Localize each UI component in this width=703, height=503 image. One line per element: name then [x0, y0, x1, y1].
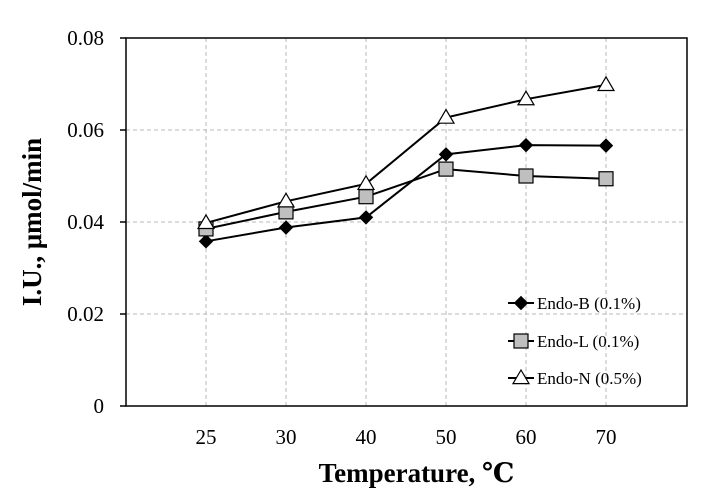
y-tick-label: 0.02	[67, 302, 104, 326]
legend-label: Endo-B (0.1%)	[537, 294, 641, 313]
axis-ticks: 0 0.02 0.04 0.06 0.08 25 30 40 50 60 70	[67, 26, 616, 449]
data-point	[278, 220, 294, 235]
series-line	[205, 168, 607, 230]
x-tick-label: 60	[516, 425, 537, 449]
legend-marker	[513, 333, 529, 349]
series-group	[196, 75, 616, 249]
series-line	[205, 144, 607, 243]
x-tick-label: 30	[276, 425, 297, 449]
x-axis-title: Temperature, ℃	[319, 458, 515, 488]
y-axis-title: I.U., μmol/min	[17, 138, 47, 306]
data-point	[358, 210, 374, 225]
data-point	[518, 168, 534, 184]
series-triangle	[196, 75, 616, 230]
series-square	[198, 161, 614, 237]
legend-item: Endo-L (0.1%)	[508, 332, 639, 351]
data-point	[198, 234, 214, 249]
data-point	[438, 161, 454, 177]
legend-label: Endo-N (0.5%)	[537, 369, 642, 388]
x-tick-label: 25	[196, 425, 217, 449]
legend-marker	[511, 368, 531, 385]
data-point	[276, 192, 296, 208]
y-tick-label: 0.08	[67, 26, 104, 50]
data-point	[596, 75, 616, 92]
legend-label: Endo-L (0.1%)	[537, 332, 639, 351]
data-point	[518, 137, 534, 153]
y-tick-label: 0.06	[67, 118, 104, 142]
x-tick-label: 40	[356, 425, 377, 449]
x-tick-label: 70	[596, 425, 617, 449]
series-line	[205, 83, 607, 224]
data-point	[598, 138, 614, 153]
y-tick-label: 0	[94, 394, 105, 418]
legend-marker	[513, 295, 529, 311]
legend-item: Endo-B (0.1%)	[508, 294, 641, 313]
data-point	[196, 213, 216, 230]
data-point	[516, 89, 536, 106]
x-tick-label: 50	[436, 425, 457, 449]
series-diamond	[198, 137, 614, 249]
data-point	[438, 147, 454, 162]
y-tick-label: 0.04	[67, 210, 104, 234]
data-point	[436, 108, 456, 124]
data-point	[598, 171, 614, 187]
legend-item: Endo-N (0.5%)	[508, 368, 642, 388]
data-point	[356, 174, 376, 191]
legend: Endo-B (0.1%) Endo-L (0.1%) Endo-N (0.5%)	[508, 294, 642, 388]
data-point	[358, 189, 374, 205]
